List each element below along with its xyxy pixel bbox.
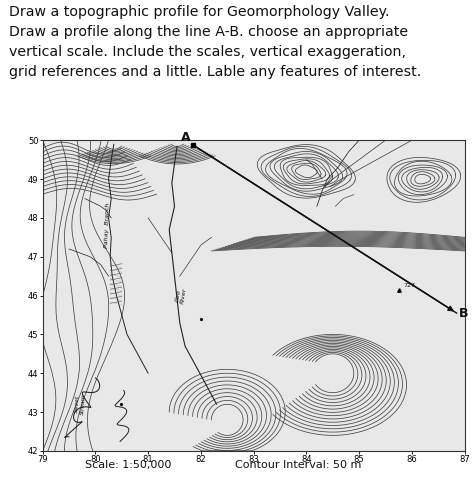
Text: Sweet
Stream: Sweet Stream — [74, 393, 87, 415]
Text: 727: 727 — [404, 283, 416, 288]
Text: A: A — [181, 131, 190, 144]
Text: Pahay  Branch: Pahay Branch — [104, 203, 110, 248]
Text: Contour Interval: 50 m: Contour Interval: 50 m — [236, 460, 362, 470]
Text: B: B — [459, 307, 468, 320]
Text: Draw a topographic profile for Geomorphology Valley.
Draw a profile along the li: Draw a topographic profile for Geomorpho… — [9, 5, 422, 79]
Text: Geo
River: Geo River — [174, 287, 188, 305]
Text: Scale: 1:50,000: Scale: 1:50,000 — [85, 460, 171, 470]
